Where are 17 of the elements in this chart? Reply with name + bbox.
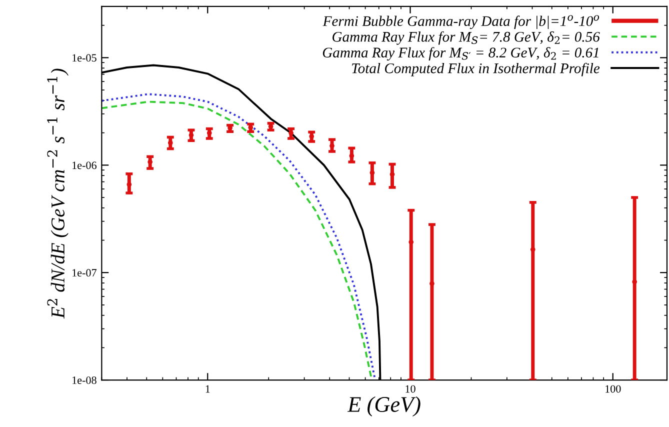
text: E$^{2}$ dN/dE (GeV cm$^{−2}$ s$^{−1}$ sr$^{−1}$) (47, 68, 68, 319)
x-axis-title: E (GeV) (347, 396, 420, 417)
legend-label: Fermi Bubble Gamma-ray Data for |b|=1$^{o}$-10$^{o}$ (322, 15, 600, 30)
legend-label: Gamma Ray Flux for M$_{S′}$ = 8.2 GeV, δ$_{2}$ = 0.61 (322, 47, 598, 61)
point (126, 182, 132, 187)
y-tick-label: 1e-08 (72, 376, 96, 384)
legend-label: Gamma Ray Flux for M$_{S}$= 7.8 GeV, δ$_{2}$= 0.56 (332, 31, 600, 45)
point (288, 130, 294, 136)
x-tick-label: 1 (206, 385, 210, 393)
y-tick-label: 1e-07 (72, 269, 97, 277)
y-tick-label: 1e-05 (72, 54, 96, 62)
legend-label: Total Computed Flux in Isothermal Profile (352, 62, 600, 76)
x-tick-label: 100 (606, 385, 621, 393)
x-tick-label: 10 (406, 385, 416, 393)
point (206, 130, 212, 136)
y-tick-label: 1e-06 (72, 162, 96, 170)
point (148, 160, 153, 164)
